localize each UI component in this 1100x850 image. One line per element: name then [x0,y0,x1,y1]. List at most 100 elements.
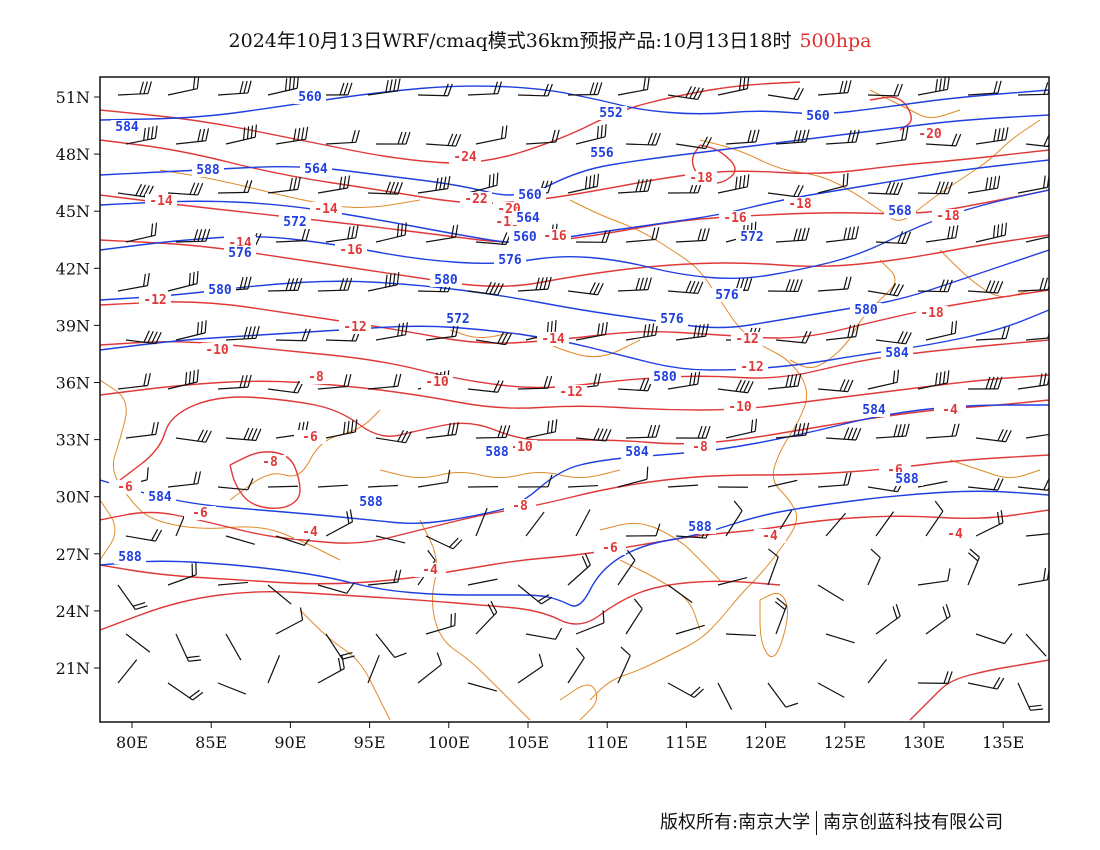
barb-shaft [217,581,248,586]
barb-shaft [917,480,948,488]
barb-feather [346,420,350,434]
barb-shaft [667,484,698,488]
temperature-label-bg [139,293,171,307]
barb-feather [354,419,358,432]
height-label-bg [621,445,653,459]
barb-shaft [975,522,1004,537]
temperature-label: -24 [453,150,477,165]
barb-shaft [675,335,706,341]
height-label-bg [224,246,256,260]
barb-feather [404,222,407,236]
temperature-contour [100,139,1049,204]
barb-feather [774,601,786,611]
barb-feather [746,174,750,187]
barb-shaft [775,434,806,439]
wind-barb [817,379,854,393]
barb-feather [747,278,753,291]
wind-barb [167,182,204,196]
x-tick-label: 80E [116,733,148,752]
barb-feather [193,229,199,242]
wind-barb [625,424,661,439]
barb-feather [604,321,608,335]
y-tick-label: 42N [56,259,90,278]
barb-feather [985,177,989,191]
barb-feather [893,83,899,97]
temperature-label: -20 [918,127,942,142]
temperature-label-bg [254,455,286,469]
barb-shaft [725,141,756,145]
barb-shaft [1025,234,1049,243]
barb-feather [143,373,147,387]
barb-shaft [375,334,406,341]
barb-shaft [867,486,898,493]
temperature-label: -6 [602,541,618,556]
temperature-label: -18 [920,306,944,321]
barb-feather [405,431,412,443]
barb-shaft [467,184,498,194]
wind-barb [417,652,443,684]
barb-feather [954,320,958,334]
wind-barb [725,500,743,537]
wind-barb [525,511,545,537]
barb-feather [454,612,456,626]
barb-shaft [325,431,356,439]
wind-barb [867,659,888,684]
barb-feather [151,422,155,435]
barb-feather [735,176,738,190]
height-label-bg [850,303,882,317]
height-label-bg [736,230,768,244]
border-line [619,559,701,631]
height-label-bg [595,106,627,120]
barb-feather [997,175,1001,189]
wind-barb [817,682,845,698]
barb-shaft [717,682,733,710]
barb-feather [292,77,296,90]
barb-feather [739,380,746,393]
y-tick-label: 45N [56,202,90,221]
height-label-bg [802,109,834,123]
barb-feather [870,548,881,559]
barb-feather [851,324,856,338]
barb-feather [497,81,503,94]
temperature-label: -6 [117,480,133,495]
barb-feather [496,172,499,186]
barb-feather [397,569,402,583]
barb-feather [785,374,790,388]
barb-feather [500,126,504,139]
wind-barb [567,484,598,488]
barb-feather [554,419,558,432]
barb-feather [997,80,1002,94]
barb-shaft [625,238,656,243]
barb-feather [146,273,150,286]
barb-feather [996,511,1000,525]
height-label-bg [649,370,681,384]
wind-barb [975,633,1013,645]
barb-feather [389,181,395,195]
barb-feather [293,380,300,393]
barb-feather [955,225,959,238]
wind-barb [625,132,661,146]
barb-feather [693,281,700,294]
barb-shaft [975,337,1006,341]
barb-feather [340,651,353,657]
wind-barb [917,671,953,684]
barb-feather [651,424,657,438]
y-tick-label: 36N [56,374,90,393]
temperature-label-bg [504,499,536,513]
barb-feather [690,686,701,696]
barb-feather [289,177,293,191]
barb-shaft [267,485,299,488]
barb-shaft [317,484,348,488]
barb-feather [793,423,798,437]
barb-feather [750,419,754,433]
barb-feather [388,273,392,287]
barb-feather [497,283,504,296]
wind-barb [1025,325,1049,341]
wind-barb [925,423,960,439]
barb-shaft [567,484,598,488]
barb-feather [493,81,499,95]
barb-feather [196,369,199,383]
wind-barb [525,627,563,640]
temperature-contour [100,509,1049,585]
copyright-footer: 版权所有:南京大学 南京创蓝科技有限公司 [660,808,1003,835]
